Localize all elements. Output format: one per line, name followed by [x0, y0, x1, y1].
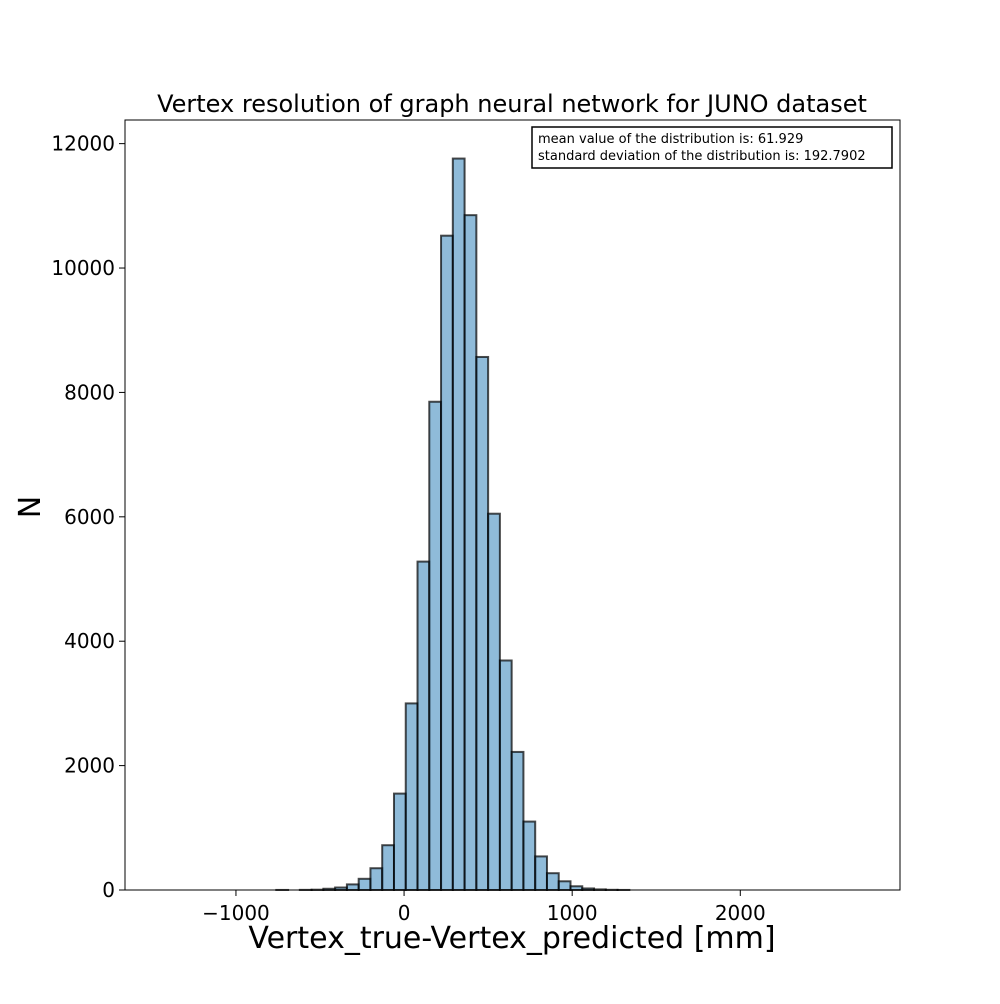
histogram-bar [347, 884, 359, 890]
histogram-bar [418, 562, 430, 890]
histogram-bar [465, 215, 477, 890]
histogram-bar [570, 886, 582, 890]
histogram-bar [547, 873, 559, 890]
histogram-bar [359, 879, 371, 890]
histogram-bar [488, 514, 500, 890]
y-tick-label: 8000 [64, 380, 115, 404]
histogram-bar [476, 357, 488, 890]
y-tick-label: 10000 [51, 256, 115, 280]
stats-annotation-mean: mean value of the distribution is: 61.92… [538, 132, 803, 147]
y-tick-label: 2000 [64, 754, 115, 778]
y-tick-label: 12000 [51, 132, 115, 156]
x-axis-label: Vertex_true-Vertex_predicted [mm] [248, 921, 775, 956]
histogram-bar [382, 845, 394, 890]
histogram-bar [512, 752, 524, 890]
histogram-bar [559, 881, 571, 890]
histogram-bar [406, 703, 418, 890]
stats-annotation: mean value of the distribution is: 61.92… [532, 127, 892, 168]
y-tick-label: 4000 [64, 629, 115, 653]
stats-annotation-std: standard deviation of the distribution i… [538, 149, 866, 164]
y-tick-label: 6000 [64, 505, 115, 529]
histogram-bar [523, 822, 535, 890]
chart-title: Vertex resolution of graph neural networ… [157, 90, 867, 118]
y-tick-label: 0 [102, 878, 115, 902]
histogram-bar [370, 868, 382, 890]
histogram-bar [429, 402, 441, 890]
histogram-bar [453, 159, 465, 890]
histogram-bar [535, 856, 547, 890]
histogram-bar [441, 236, 453, 890]
y-axis-label: N [13, 496, 48, 518]
histogram-bar [394, 794, 406, 890]
histogram-bar [500, 660, 512, 890]
